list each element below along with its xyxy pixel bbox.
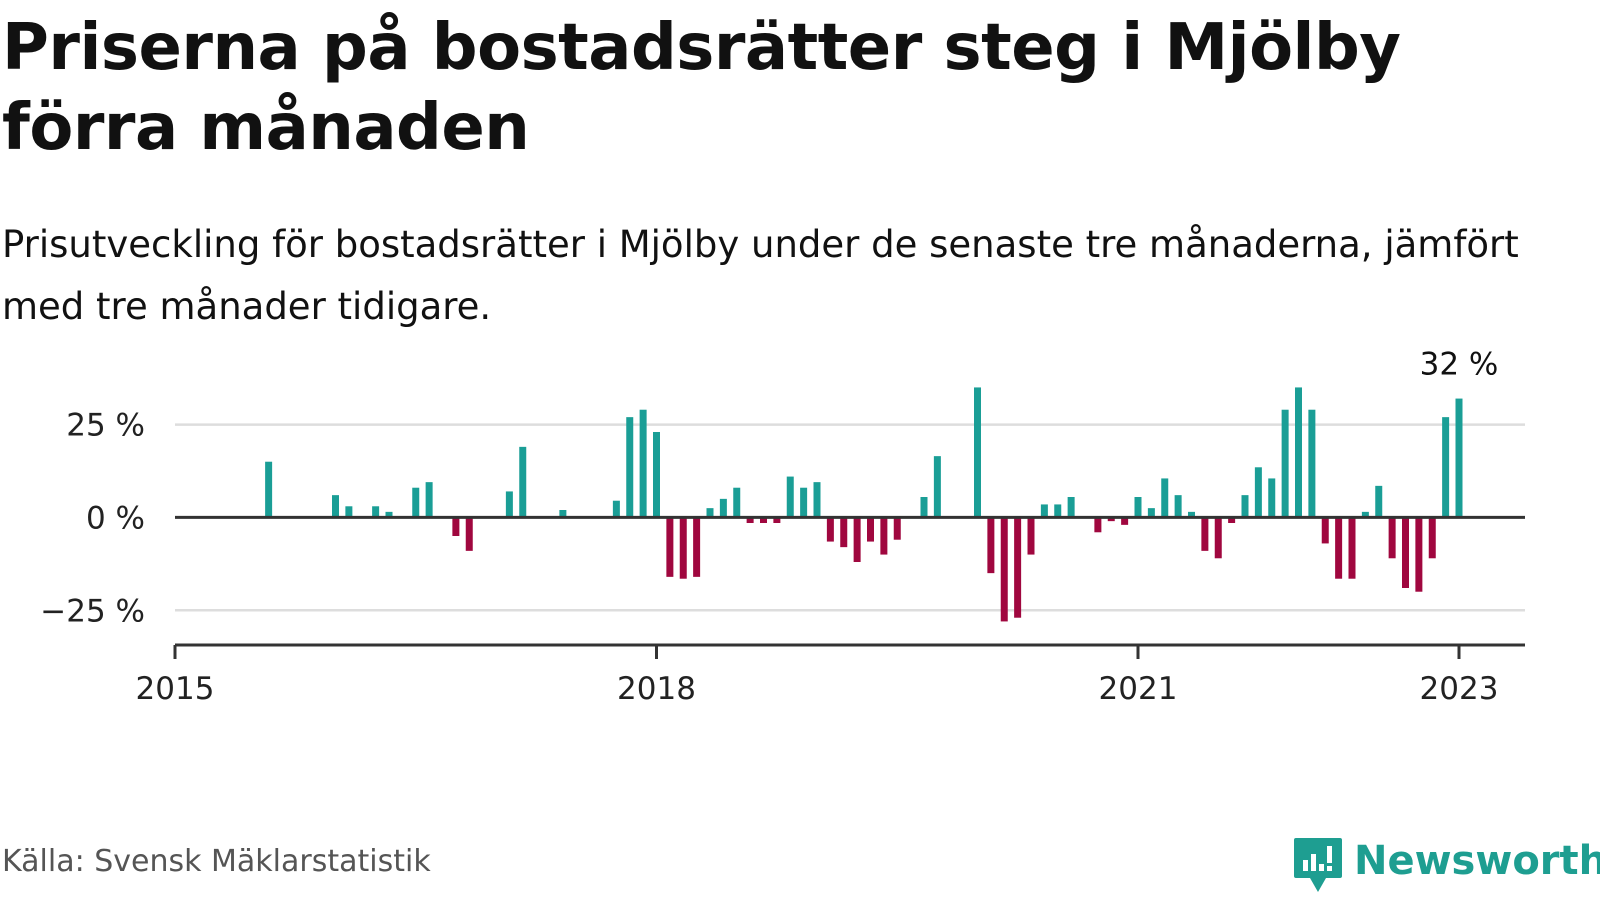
bar — [800, 487, 808, 518]
chart-subtitle: Prisutveckling för bostadsrätter i Mjölb… — [2, 223, 1519, 328]
chart-title: Priserna på bostadsrätter steg i Mjölby … — [2, 11, 1401, 165]
bar — [1107, 517, 1115, 522]
bar — [612, 500, 620, 518]
bar — [1335, 517, 1343, 579]
bar — [773, 517, 781, 523]
bar — [372, 506, 380, 518]
bar — [1321, 517, 1329, 544]
bar — [867, 517, 874, 542]
brand-name: Newsworthy — [1354, 838, 1600, 884]
bar — [987, 517, 995, 574]
bar — [626, 417, 634, 518]
bar — [1134, 497, 1142, 518]
bar — [706, 508, 714, 518]
bar — [1455, 398, 1463, 518]
bar — [1281, 409, 1289, 518]
bar — [1027, 517, 1035, 555]
bar — [1268, 478, 1276, 518]
bar — [559, 510, 567, 518]
bar — [760, 517, 767, 523]
value-annotation: 32 % — [1420, 350, 1499, 383]
bar — [893, 517, 901, 540]
bar — [1214, 517, 1222, 559]
bar — [826, 517, 834, 542]
bar — [746, 517, 754, 523]
bar — [1040, 504, 1048, 518]
axes — [173, 515, 1525, 659]
bar — [653, 432, 660, 518]
bar — [1174, 495, 1182, 518]
y-tick-label: 0 % — [86, 500, 145, 536]
bar — [1428, 517, 1436, 559]
bar — [265, 461, 273, 518]
bar — [345, 506, 353, 518]
bars — [265, 387, 1463, 622]
y-tick-label: 25 % — [66, 408, 145, 444]
bar — [1348, 517, 1356, 579]
bar — [1014, 517, 1022, 618]
bar — [1254, 467, 1262, 518]
bar — [1188, 511, 1195, 518]
bar — [1375, 485, 1383, 518]
bar — [465, 517, 473, 551]
bar — [813, 482, 821, 518]
bar — [1000, 517, 1008, 622]
bar — [666, 517, 674, 577]
bar — [853, 517, 861, 562]
bar — [519, 446, 527, 518]
bar — [679, 517, 687, 579]
bar — [412, 487, 420, 518]
bar — [840, 517, 848, 548]
bar — [385, 511, 393, 518]
bar — [1094, 517, 1102, 533]
newsworthy-logo-icon — [1294, 838, 1342, 892]
bar — [1241, 495, 1249, 518]
bar — [786, 476, 794, 518]
bar — [920, 497, 928, 518]
x-tick-label: 2023 — [1420, 671, 1499, 707]
bar — [1121, 517, 1129, 525]
source-note: Källa: Svensk Mäklarstatistik — [2, 844, 431, 879]
bar — [1161, 478, 1169, 518]
bar — [974, 387, 981, 518]
bar-chart: 25 % 0 % −25 % 2015 2018 2021 2023 32 % — [40, 350, 1525, 707]
tick-labels: 25 % 0 % −25 % 2015 2018 2021 2023 32 % — [40, 350, 1498, 707]
brand-logo: Newsworthy — [1292, 836, 1600, 896]
bar — [1201, 517, 1209, 551]
bar — [1308, 409, 1316, 518]
bar — [1361, 511, 1369, 518]
bar — [639, 409, 647, 518]
bar — [1067, 497, 1075, 518]
bar — [733, 487, 741, 518]
bar — [505, 491, 513, 518]
bar — [1228, 517, 1236, 523]
bar — [332, 495, 339, 518]
x-tick-label: 2015 — [136, 671, 215, 707]
bar — [425, 482, 433, 518]
bar — [1388, 517, 1396, 559]
bar — [933, 456, 941, 518]
bar — [880, 517, 888, 555]
x-tick-label: 2021 — [1099, 671, 1178, 707]
bar — [452, 517, 460, 536]
bar — [1415, 517, 1423, 592]
x-tick-label: 2018 — [617, 671, 696, 707]
bar — [1442, 417, 1450, 518]
bar — [1295, 387, 1302, 518]
bar — [1147, 508, 1155, 518]
bar — [1402, 517, 1409, 588]
bar — [1054, 504, 1062, 518]
y-tick-label: −25 % — [40, 593, 145, 629]
bar — [693, 517, 701, 577]
bar — [719, 498, 727, 518]
